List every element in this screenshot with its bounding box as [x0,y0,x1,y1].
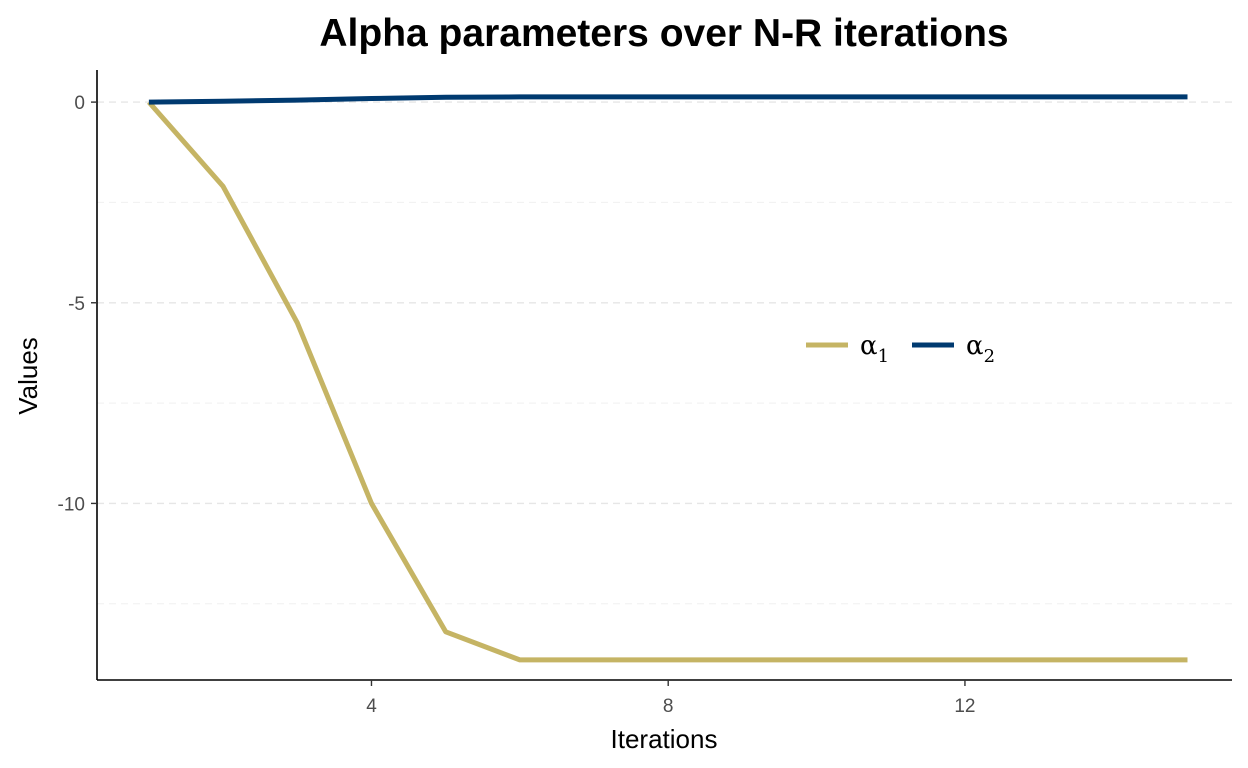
legend: α1 α2 [806,331,995,367]
y-axis-label: Values [13,337,43,415]
x-tick-label: 12 [954,696,975,717]
axis-ticks: 4 8 12 0 -5 -10 [58,93,976,717]
y-tick-label: 0 [74,93,85,114]
series-line-alpha-1 [147,100,1188,663]
series-lines [147,94,1188,663]
series-line-alpha-2 [148,94,1188,105]
legend-label-alpha-1: α1 [860,331,889,367]
x-tick-label: 4 [366,696,377,717]
y-tick-label: -5 [68,294,85,315]
y-tick-label: -10 [58,494,85,515]
gridlines [97,101,1232,605]
x-tick-label: 8 [663,696,674,717]
chart-title: Alpha parameters over N-R iterations [319,12,1008,55]
x-axis-label: Iterations [611,724,718,754]
legend-label-alpha-2: α2 [966,331,995,367]
